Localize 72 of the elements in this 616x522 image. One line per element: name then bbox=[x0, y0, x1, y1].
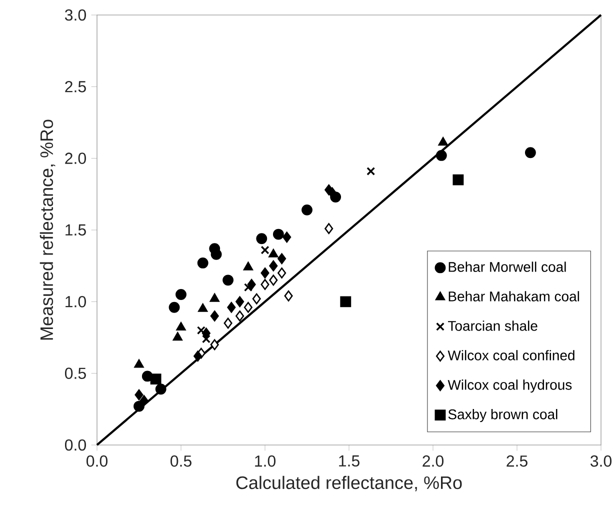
x-tick-label: 0.5 bbox=[170, 455, 192, 467]
point bbox=[140, 395, 148, 406]
y-tick-label: 1.0 bbox=[66, 296, 86, 308]
point bbox=[210, 248, 222, 260]
y-axis-title: Measured reflectance, %Ro bbox=[40, 120, 56, 340]
point bbox=[272, 228, 284, 240]
y-tick-label: 0.0 bbox=[64, 439, 86, 451]
x-tick-label: 3.0 bbox=[590, 455, 612, 467]
point bbox=[269, 274, 278, 286]
point bbox=[324, 223, 334, 234]
point bbox=[244, 302, 252, 313]
point bbox=[227, 302, 236, 313]
point bbox=[268, 248, 278, 258]
point bbox=[210, 310, 219, 322]
legend-label: Wilcox coal confined bbox=[448, 350, 574, 360]
point bbox=[244, 283, 252, 292]
point bbox=[302, 204, 312, 216]
point bbox=[202, 334, 210, 344]
point bbox=[202, 328, 210, 339]
point bbox=[134, 389, 144, 400]
x-tick-label: 1.5 bbox=[339, 455, 360, 467]
x-tick-label: 0.0 bbox=[86, 455, 108, 467]
point bbox=[236, 310, 244, 322]
point bbox=[222, 274, 234, 286]
point bbox=[176, 322, 186, 331]
legend-label: Saxby brown coal bbox=[448, 409, 558, 422]
y-tick-label: 2.5 bbox=[65, 81, 86, 92]
y-tick-label: 2.0 bbox=[65, 152, 86, 164]
point bbox=[452, 174, 464, 186]
point bbox=[278, 253, 286, 264]
x-tick-label: 1.0 bbox=[255, 455, 276, 467]
point bbox=[524, 147, 536, 158]
y-tick-label: 1.5 bbox=[66, 224, 86, 236]
point bbox=[168, 302, 180, 313]
x-tick-label: 2.5 bbox=[506, 455, 528, 467]
point bbox=[340, 296, 352, 308]
legend-label: Behar Morwell coal bbox=[448, 262, 566, 272]
point bbox=[134, 359, 144, 368]
point bbox=[284, 290, 293, 302]
point bbox=[260, 268, 270, 278]
point bbox=[260, 246, 270, 254]
legend-label: Wilcox coal hydrous bbox=[448, 380, 572, 393]
point bbox=[194, 350, 202, 362]
point bbox=[197, 257, 208, 268]
point bbox=[196, 326, 206, 335]
point bbox=[224, 318, 232, 329]
point bbox=[260, 279, 270, 290]
point bbox=[176, 289, 186, 300]
point bbox=[256, 233, 268, 244]
point bbox=[436, 150, 447, 161]
point bbox=[172, 332, 182, 341]
point bbox=[252, 293, 261, 304]
point bbox=[282, 232, 292, 243]
x-axis-title: Calculated reflectance, %Ro bbox=[236, 476, 462, 492]
y-tick-label: 3.0 bbox=[64, 9, 86, 21]
point bbox=[198, 303, 208, 312]
point bbox=[150, 374, 162, 385]
legend-label: Behar Mahakam coal bbox=[448, 291, 580, 302]
point bbox=[236, 296, 244, 308]
point bbox=[278, 268, 286, 278]
point bbox=[243, 262, 254, 270]
point bbox=[247, 279, 256, 290]
point bbox=[134, 400, 144, 412]
point bbox=[438, 137, 448, 146]
point bbox=[210, 293, 220, 302]
point bbox=[155, 384, 166, 395]
x-tick-label: 2.0 bbox=[422, 455, 444, 467]
point bbox=[210, 339, 219, 350]
point bbox=[269, 260, 278, 272]
y-tick-label: 0.5 bbox=[64, 368, 86, 379]
point bbox=[366, 166, 376, 176]
legend-label: Toarcian shale bbox=[448, 320, 538, 331]
